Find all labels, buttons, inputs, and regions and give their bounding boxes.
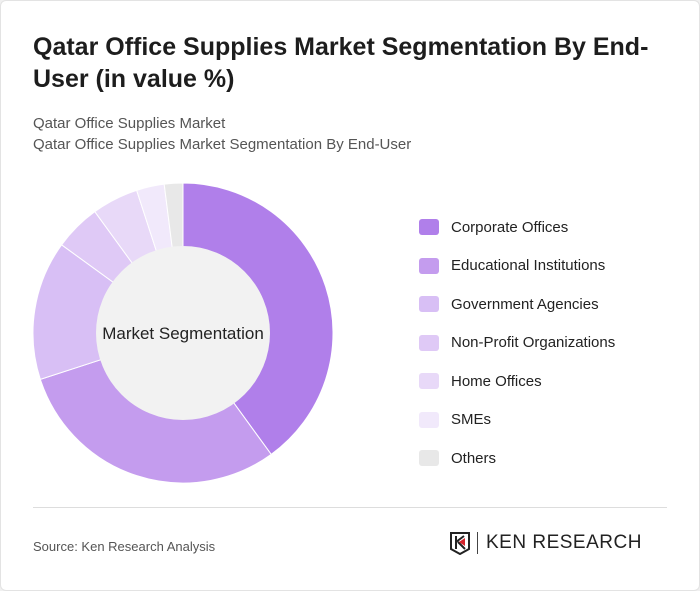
legend-item[interactable]: Educational Institutions bbox=[419, 247, 615, 286]
logo-icon bbox=[450, 532, 470, 555]
legend-item[interactable]: Others bbox=[419, 439, 615, 478]
subtitle-market: Qatar Office Supplies Market bbox=[33, 115, 226, 132]
legend-item[interactable]: Non-Profit Organizations bbox=[419, 324, 615, 363]
legend-swatch bbox=[419, 334, 439, 351]
legend-swatch bbox=[419, 257, 439, 274]
legend-swatch bbox=[419, 296, 439, 313]
legend: Corporate Offices Educational Institution… bbox=[419, 208, 615, 478]
legend-label: SMEs bbox=[451, 411, 492, 429]
donut-center bbox=[96, 246, 270, 420]
center-label: Market Segmentation bbox=[102, 324, 264, 343]
legend-label: Others bbox=[451, 449, 497, 467]
legend-item[interactable]: Government Agencies bbox=[419, 285, 615, 324]
donut-chart: Market Segmentation bbox=[32, 182, 334, 484]
chart-title: Qatar Office Supplies Market Segmentatio… bbox=[33, 33, 649, 93]
ken-research-logo: KEN RESEARCH bbox=[449, 531, 642, 555]
divider bbox=[33, 507, 667, 508]
legend-swatch bbox=[419, 373, 439, 390]
source-note: Source: Ken Research Analysis bbox=[33, 539, 216, 554]
legend-swatch bbox=[419, 411, 439, 428]
legend-swatch bbox=[419, 450, 439, 467]
legend-item[interactable]: Home Offices bbox=[419, 362, 615, 401]
legend-label: Government Agencies bbox=[451, 295, 599, 313]
legend-label: Educational Institutions bbox=[451, 257, 606, 275]
legend-item[interactable]: SMEs bbox=[419, 401, 615, 440]
legend-label: Corporate Offices bbox=[451, 218, 569, 236]
subtitle-segmentation: Qatar Office Supplies Market Segmentatio… bbox=[33, 136, 412, 153]
logo-text: KEN RESEARCH bbox=[486, 532, 642, 553]
legend-label: Non-Profit Organizations bbox=[451, 334, 616, 352]
legend-swatch bbox=[419, 219, 439, 236]
legend-item[interactable]: Corporate Offices bbox=[419, 208, 615, 247]
legend-label: Home Offices bbox=[451, 372, 542, 390]
